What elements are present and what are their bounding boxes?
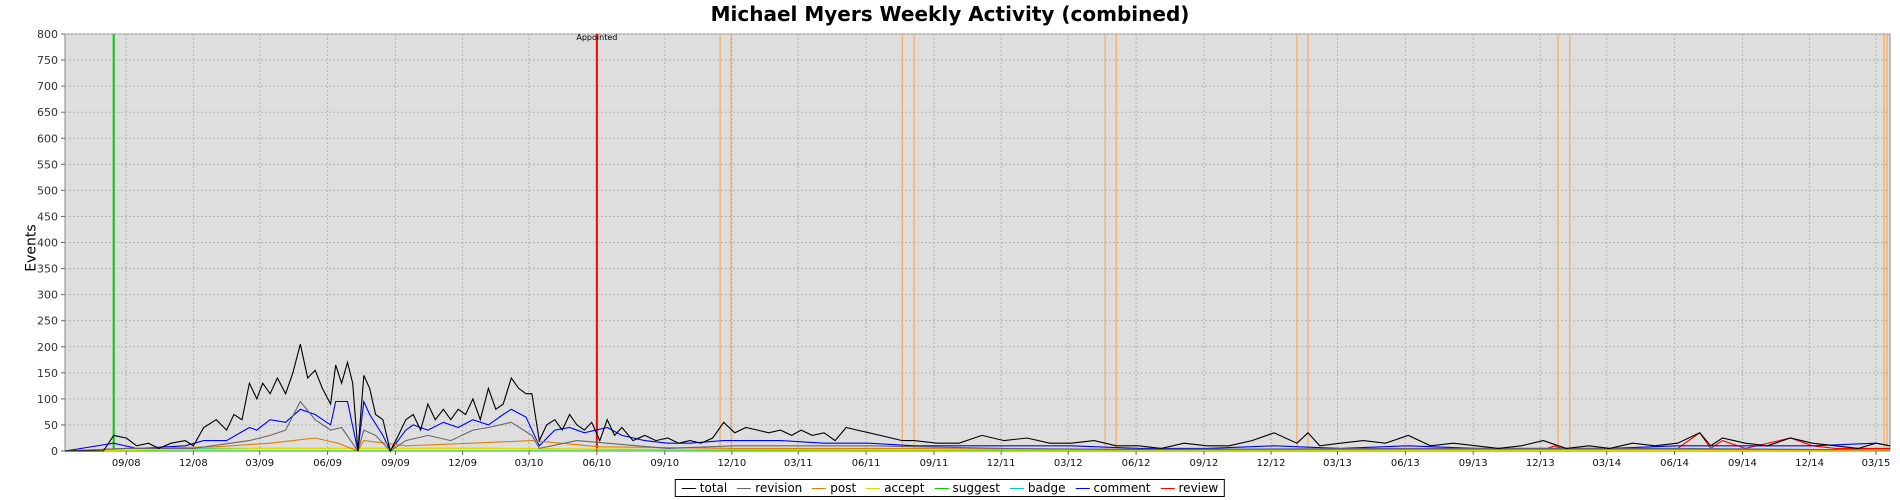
chart-title: Michael Myers Weekly Activity (combined) [710, 2, 1190, 26]
series-line-accept [64, 447, 1891, 452]
legend-item-post: post [812, 481, 856, 495]
legend-item-badge: badge [1009, 481, 1066, 495]
series-line-revision [64, 400, 1891, 453]
x-tick-label: 06/13 [1391, 458, 1420, 469]
y-tick-label: 550 [37, 158, 58, 171]
x-tick-label: 12/11 [987, 458, 1016, 469]
legend-item-comment: comment [1075, 481, 1151, 495]
x-tick-label: 03/14 [1592, 458, 1621, 469]
y-tick-label: 800 [37, 28, 58, 41]
legend-item-revision: revision [737, 481, 802, 495]
x-tick-label: 12/10 [717, 458, 746, 469]
y-tick-label: 700 [37, 80, 58, 93]
legend-item-total: total [681, 481, 728, 495]
legend-swatch [1160, 487, 1175, 489]
x-tick-label: 09/08 [112, 458, 141, 469]
legend-item-accept: accept [866, 481, 924, 495]
y-axis-ticks: 0 50 100 150 200 250 300 350 400 450 500 550 600 650 7… [37, 28, 65, 458]
x-tick-label: 09/12 [1190, 458, 1219, 469]
y-tick-label: 100 [37, 393, 58, 406]
y-tick-label: 200 [37, 341, 58, 354]
y-tick-label: 750 [37, 54, 58, 67]
x-tick-label: 12/14 [1795, 458, 1824, 469]
legend: total revision post accept suggest badge comme… [674, 479, 1226, 497]
y-tick-label: 250 [37, 315, 58, 328]
legend-label: comment [1093, 481, 1151, 495]
legend-swatch [934, 487, 949, 489]
legend-label: review [1178, 481, 1219, 495]
x-tick-label: 09/09 [381, 458, 410, 469]
x-tick-label: 12/08 [179, 458, 208, 469]
series-line-total [65, 343, 1891, 453]
legend-swatch [866, 487, 881, 489]
x-tick-label: 03/11 [784, 458, 813, 469]
legend-label: accept [884, 481, 925, 495]
grid-lines [65, 33, 1890, 452]
x-tick-label: 06/11 [852, 458, 881, 469]
x-tick-label: 09/14 [1728, 458, 1757, 469]
x-tick-label: 03/13 [1323, 458, 1352, 469]
legend-swatch [681, 487, 696, 489]
legend-label: badge [1027, 481, 1066, 495]
x-tick-label: 03/10 [515, 458, 544, 469]
x-axis-ticks: 09/08 12/08 03/09 06/09 09/09 12/09 03/10 06/10… [112, 451, 1891, 469]
legend-label: revision [755, 481, 803, 495]
legend-label: total [699, 481, 728, 495]
x-tick-label: 09/13 [1459, 458, 1488, 469]
marker-label: Appointed [576, 33, 617, 42]
legend-label: post [830, 481, 857, 495]
x-tick-label: 03/15 [1862, 458, 1891, 469]
x-tick-label: 12/13 [1526, 458, 1555, 469]
y-tick-label: 450 [37, 210, 58, 223]
x-tick-label: 06/12 [1122, 458, 1151, 469]
y-tick-label: 500 [37, 184, 58, 197]
legend-swatch [1075, 487, 1090, 489]
x-tick-label: 09/10 [650, 458, 679, 469]
y-tick-label: 650 [37, 106, 58, 119]
y-tick-label: 350 [37, 263, 58, 276]
legend-item-suggest: suggest [934, 481, 1000, 495]
y-tick-label: 600 [37, 132, 58, 145]
legend-swatch [1009, 487, 1024, 489]
x-tick-label: 09/11 [920, 458, 949, 469]
x-tick-label: 03/12 [1054, 458, 1083, 469]
y-tick-label: 150 [37, 367, 58, 380]
legend-label: suggest [952, 481, 1000, 495]
x-tick-label: 06/10 [582, 458, 611, 469]
y-tick-label: 50 [44, 419, 58, 432]
y-tick-label: 0 [51, 445, 58, 458]
legend-swatch [737, 487, 752, 489]
x-tick-label: 03/09 [245, 458, 274, 469]
y-tick-label: 300 [37, 289, 58, 302]
event-markers: Appointed [112, 33, 1888, 451]
x-tick-label: 12/09 [448, 458, 477, 469]
legend-item-review: review [1160, 481, 1219, 495]
series-line-comment [64, 399, 1891, 453]
x-tick-label: 06/09 [313, 458, 342, 469]
x-tick-label: 12/12 [1257, 458, 1286, 469]
x-tick-label: 06/14 [1660, 458, 1689, 469]
legend-swatch [812, 487, 827, 489]
y-tick-label: 400 [37, 237, 58, 250]
series-lines [64, 343, 1891, 453]
